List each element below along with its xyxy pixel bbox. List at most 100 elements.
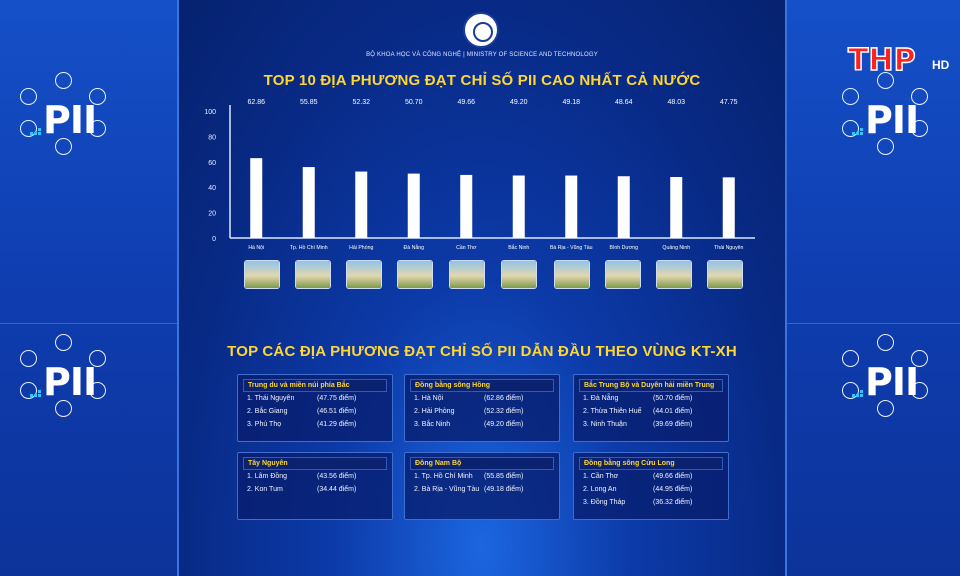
province-score: (50.70 điểm) <box>653 395 693 402</box>
top10-bar-chart: 0 20 40 60 80 100 62.86 Hà Nội 55.85 Tp. Hồ Chí M… <box>204 99 755 251</box>
x-category-label: Bắc Ninh <box>508 244 529 251</box>
pii-badge: PII <box>10 334 120 424</box>
province-photo <box>708 261 742 288</box>
province-score: (47.75 điểm) <box>317 395 357 402</box>
x-category-label: Tp. Hồ Chí Minh <box>290 245 328 251</box>
region-card: Bắc Trung Bộ và Duyên hải miền Trung 1. … <box>573 374 729 442</box>
divider-left <box>177 0 179 576</box>
province-name: 3. Phú Thọ <box>247 421 282 428</box>
bar-value-label: 52.32 <box>352 99 370 106</box>
province-name: 1. Lâm Đồng <box>247 473 288 480</box>
pii-logo-text: PII <box>43 98 97 142</box>
region-row: 1. Hà Nội (62.86 điểm) <box>414 395 550 405</box>
pii-badge: PII <box>832 72 942 162</box>
region-name: Bắc Trung Bộ và Duyên hải miền Trung <box>579 379 723 392</box>
y-tick-label: 20 <box>208 211 216 218</box>
region-card: Tây Nguyên 1. Lâm Đồng (43.56 điểm) 2. Ko… <box>237 452 393 520</box>
province-score: (44.01 điểm) <box>653 408 693 415</box>
x-category-label: Hà Nội <box>248 245 264 251</box>
province-score: (52.32 điểm) <box>484 408 524 415</box>
bar-value-label: 48.03 <box>667 99 685 106</box>
ministry-seal-icon <box>463 12 499 48</box>
pii-badge: PII <box>832 334 942 424</box>
province-name: 2. Hải Phòng <box>414 408 455 415</box>
channel-hd-label: HD <box>932 58 950 72</box>
region-name: Tây Nguyên <box>243 457 387 470</box>
province-score: (55.85 điểm) <box>484 473 524 480</box>
region-name: Đồng bằng sông Hồng <box>410 379 554 392</box>
bar-value-label: 55.85 <box>300 99 318 106</box>
bar <box>302 167 315 238</box>
y-tick-label: 60 <box>208 160 216 167</box>
divider-right <box>785 0 787 576</box>
bar <box>250 158 263 238</box>
province-name: 2. Thừa Thiên Huế <box>583 408 642 415</box>
channel-logo-text: THP <box>847 43 916 79</box>
province-photo <box>502 261 536 288</box>
province-score: (62.86 điểm) <box>484 395 524 402</box>
channel-logo: THP HD <box>847 43 958 79</box>
region-row: 1. Tp. Hồ Chí Minh (55.85 điểm) <box>414 473 550 483</box>
province-name: 1. Hà Nội <box>414 395 444 402</box>
province-score: (44.95 điểm) <box>653 486 693 493</box>
province-name: 2. Bắc Giang <box>247 408 288 415</box>
region-row: 1. Lâm Đồng (43.56 điểm) <box>247 473 383 483</box>
region-name: Đông Nam Bộ <box>410 457 554 470</box>
region-row: 2. Bà Rịa - Vũng Tàu (49.18 điểm) <box>414 486 550 496</box>
pii-logo-text: PII <box>865 98 919 142</box>
region-row: 2. Hải Phòng (52.32 điểm) <box>414 408 550 418</box>
bar-value-label: 49.20 <box>510 99 528 106</box>
province-name: 2. Bà Rịa - Vũng Tàu <box>414 486 480 493</box>
region-row: 3. Bắc Ninh (49.20 điểm) <box>414 421 550 431</box>
region-row: 1. Cần Thơ (49.66 điểm) <box>583 473 719 483</box>
right-decor-panel <box>786 0 960 576</box>
province-photo <box>450 261 484 288</box>
province-name: 3. Đồng Tháp <box>583 499 626 506</box>
region-row: 2. Long An (44.95 điểm) <box>583 486 719 496</box>
bar <box>565 175 578 238</box>
y-tick-label: 40 <box>208 185 216 192</box>
bar <box>670 177 683 238</box>
province-name: 1. Tp. Hồ Chí Minh <box>414 473 473 480</box>
province-photo <box>296 261 330 288</box>
province-name: 2. Kon Tum <box>247 486 283 493</box>
x-category-label: Bình Dương <box>609 245 638 251</box>
region-card: Đồng bằng sông Hồng 1. Hà Nội (62.86 điểm… <box>404 374 560 442</box>
bar <box>460 174 473 238</box>
bar <box>722 177 735 238</box>
province-score: (39.69 điểm) <box>653 421 693 428</box>
bar-value-label: 47.75 <box>720 99 738 106</box>
region-card: Đông Nam Bộ 1. Tp. Hồ Chí Minh (55.85 điể… <box>404 452 560 520</box>
province-name: 3. Ninh Thuận <box>583 421 627 428</box>
province-score: (43.56 điểm) <box>317 473 357 480</box>
region-card: Trung du và miền núi phía Bắc 1. Thái Ng… <box>237 374 393 442</box>
province-name: 1. Thái Nguyên <box>247 395 295 402</box>
region-row: 1. Đà Nẵng (50.70 điểm) <box>583 395 719 405</box>
province-score: (36.32 điểm) <box>653 499 693 506</box>
province-score: (49.20 điểm) <box>484 421 524 428</box>
x-category-label: Bà Rịa - Vũng Tàu <box>550 245 593 251</box>
bar-value-label: 48.64 <box>615 99 633 106</box>
bar-value-label: 49.18 <box>562 99 580 106</box>
region-row: 2. Kon Tum (34.44 điểm) <box>247 486 383 496</box>
x-category-label: Thái Nguyên <box>714 245 744 251</box>
province-photo <box>606 261 640 288</box>
province-name: 3. Bắc Ninh <box>414 421 451 428</box>
region-row: 2. Bắc Giang (46.51 điểm) <box>247 408 383 418</box>
y-tick-label: 100 <box>204 109 216 116</box>
pii-logo-text: PII <box>43 360 97 404</box>
pii-badge: PII <box>10 72 120 162</box>
province-photo <box>347 261 381 288</box>
y-tick-label: 0 <box>212 236 216 243</box>
province-score: (49.66 điểm) <box>653 473 693 480</box>
x-category-label: Hải Phòng <box>349 245 373 251</box>
region-row: 1. Thái Nguyên (47.75 điểm) <box>247 395 383 405</box>
region-row: 3. Phú Thọ (41.29 điểm) <box>247 421 383 431</box>
province-score: (46.51 điểm) <box>317 408 357 415</box>
province-name: 2. Long An <box>583 486 617 493</box>
bar <box>617 176 630 238</box>
bar-value-label: 62.86 <box>247 99 265 106</box>
region-row: 2. Thừa Thiên Huế (44.01 điểm) <box>583 408 719 418</box>
region-card: Đồng bằng sông Cửu Long 1. Cần Thơ (49.66… <box>573 452 729 520</box>
bar <box>355 171 368 238</box>
